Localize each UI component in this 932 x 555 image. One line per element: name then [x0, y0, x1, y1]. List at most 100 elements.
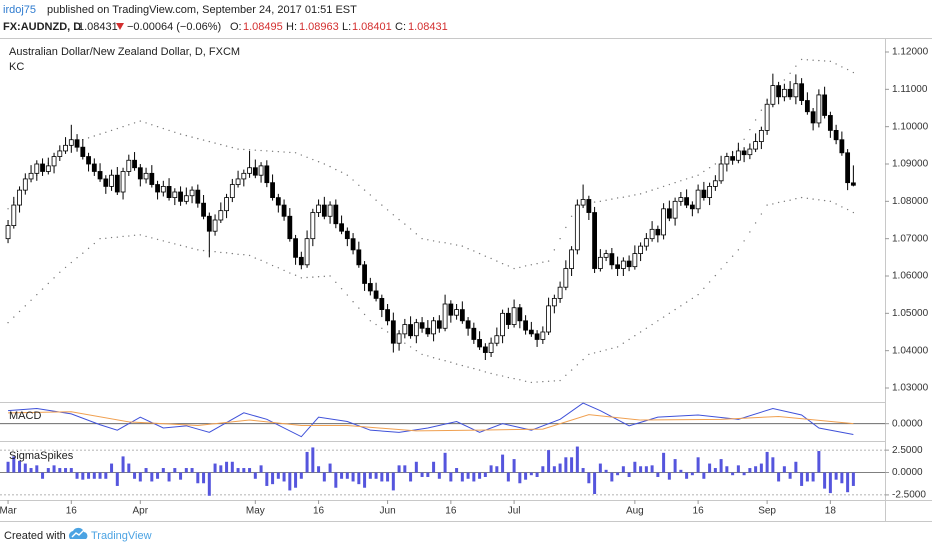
logo-line	[71, 529, 85, 538]
keltner-dot	[829, 60, 832, 63]
keltner-dot	[174, 243, 176, 245]
candle-body	[344, 230, 350, 240]
spike-bar	[242, 468, 246, 473]
keltner-dot	[496, 374, 498, 376]
y-tick-label: 1.07000	[892, 233, 929, 244]
footer-text: Created with	[4, 530, 66, 542]
candle-body	[735, 150, 741, 161]
ohlc-label: L:	[342, 21, 351, 33]
keltner-dot	[818, 59, 820, 62]
keltner-dot	[312, 158, 314, 161]
keltner-dot	[409, 346, 412, 348]
candle-body	[68, 139, 74, 146]
candle-body	[264, 165, 270, 184]
spike-bar	[357, 472, 361, 485]
spike-bar	[202, 472, 206, 484]
x-tick-label: Aug	[626, 506, 644, 517]
keltner-dot	[760, 109, 763, 111]
keltner-dot	[507, 265, 510, 267]
candle-body	[316, 204, 321, 213]
spike-bar	[472, 472, 476, 482]
spike-bar	[6, 461, 10, 473]
keltner-dot	[105, 131, 107, 133]
ohlc-label: H:	[286, 21, 297, 33]
author[interactable]: irdoj75	[3, 4, 36, 16]
keltner-dot	[536, 262, 538, 265]
spike-bar	[75, 472, 79, 479]
keltner-dot	[708, 167, 711, 169]
spike-bar	[788, 472, 792, 479]
spike-bar	[23, 463, 27, 473]
candle-body	[356, 249, 362, 266]
candle-body	[528, 329, 534, 335]
keltner-dot	[760, 213, 763, 215]
keltner-dot	[99, 133, 101, 135]
candle-body	[551, 297, 557, 307]
x-tick-label: Mar	[0, 506, 17, 517]
keltner-dot	[197, 137, 199, 140]
spike-bar	[685, 472, 689, 479]
candle-body	[247, 167, 252, 174]
candle-body	[500, 312, 505, 337]
keltner-dot	[795, 198, 797, 200]
spike-bar	[288, 472, 292, 491]
keltner-dot	[685, 178, 688, 180]
candle-body	[132, 159, 137, 169]
keltner-dot	[703, 170, 705, 173]
spike-bar	[811, 472, 815, 482]
keltner-dot	[524, 265, 527, 267]
spike-bar	[805, 472, 809, 482]
keltner-dot	[110, 236, 113, 239]
keltner-dot	[179, 244, 182, 247]
keltner-dot	[289, 272, 291, 274]
spike-bar	[397, 465, 401, 473]
spike-bar	[29, 468, 33, 473]
spike-bar	[604, 469, 608, 473]
keltner-dot	[237, 148, 239, 150]
keltner-dot	[645, 327, 648, 329]
tradingview-logo[interactable]	[68, 527, 88, 539]
keltner-dot	[553, 380, 556, 382]
candle-body	[465, 320, 471, 329]
candle-body	[258, 165, 264, 176]
spike-bar	[127, 463, 131, 473]
candle-body	[810, 111, 816, 124]
spike-bar	[52, 465, 56, 473]
candle-body	[764, 103, 770, 131]
spike-bar	[725, 466, 729, 473]
keltner-dot	[444, 360, 446, 362]
keltner-dot	[300, 154, 303, 156]
keltner-dot	[611, 347, 613, 350]
keltner-dot	[139, 120, 142, 122]
candle-body	[494, 335, 500, 344]
candle-body	[505, 312, 511, 325]
footer-brand[interactable]: TradingView	[91, 530, 152, 542]
keltner-dot	[312, 276, 314, 278]
plot-area	[0, 446, 885, 496]
candle-body	[701, 189, 707, 198]
candle-body	[206, 215, 212, 232]
candle-body	[436, 320, 442, 329]
keltner-dot	[352, 301, 354, 303]
plot-area	[0, 402, 885, 438]
keltner-dot	[622, 196, 625, 198]
keltner-dot	[680, 180, 682, 182]
keltner-dot	[317, 161, 320, 163]
spike-bar	[18, 460, 22, 473]
spike-bar	[46, 468, 50, 473]
spike-bar	[219, 465, 223, 473]
keltner-dot	[611, 198, 613, 200]
keltner-dot	[243, 254, 245, 256]
spike-bar	[138, 472, 142, 482]
spike-bar	[380, 472, 384, 482]
keltner-dot	[225, 145, 228, 147]
candle-body	[241, 172, 247, 180]
keltner-dot	[674, 308, 676, 311]
spike-bar	[345, 472, 349, 479]
keltner-dot	[639, 331, 642, 333]
spike-bar	[276, 472, 280, 479]
y-tick-label: 2.5000	[892, 445, 923, 456]
keltner-dot	[519, 266, 521, 269]
keltner-dot	[421, 237, 423, 240]
spike-bar	[777, 472, 781, 482]
